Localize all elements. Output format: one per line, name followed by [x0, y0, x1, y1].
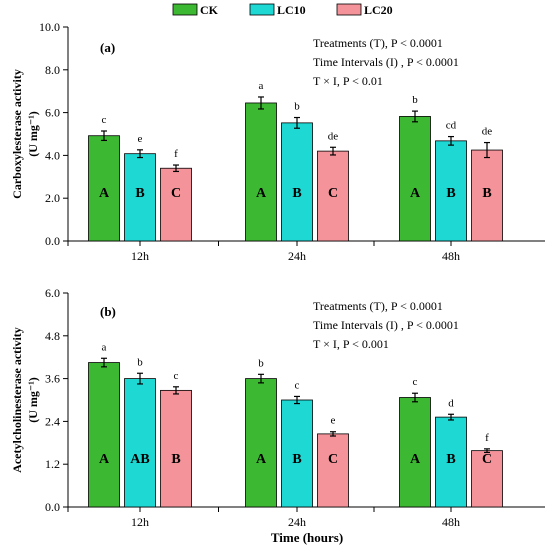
bar-ck-12h [88, 135, 120, 242]
y-axis-title-b-line1: Acetylcholinesterase activity [10, 327, 24, 473]
bar-ck-24h [245, 378, 277, 508]
bar-lc10-48h [435, 416, 467, 508]
legend-label-lc20: LC20 [364, 3, 393, 17]
group-letter: B [292, 452, 301, 467]
group-letter: A [99, 452, 110, 467]
significance-letter: e [138, 133, 143, 145]
x-tick-label: 24h [288, 515, 306, 529]
significance-letter: c [413, 376, 418, 388]
panel-b: (b) Treatments (T), P < 0.0001 Time Inte… [10, 286, 545, 529]
legend-swatch-lc10 [249, 3, 275, 16]
legend-label-lc10: LC10 [277, 3, 306, 17]
bar-lc10-12h [124, 378, 156, 508]
group-letter: B [482, 186, 491, 201]
x-tick-label: 48h [442, 515, 460, 529]
significance-letter: de [328, 130, 339, 142]
significance-letter: f [485, 432, 489, 444]
bar-lc20-48h [471, 450, 503, 508]
panel-a: (a) Treatments (T), P < 0.0001 Time Inte… [10, 20, 545, 263]
significance-letter: b [294, 101, 300, 113]
y-axis-title-a-line1: Carboxylesterase activity [10, 69, 24, 199]
group-letter: A [256, 452, 267, 467]
bar-lc10-24h [281, 399, 313, 508]
group-letter: AB [130, 452, 149, 467]
bar-lc10-48h [435, 140, 467, 242]
x-axis-title: Time (hours) [271, 530, 343, 545]
bar-lc20-12h [160, 389, 192, 508]
group-letter: A [410, 186, 421, 201]
stats-line-b-0: Treatments (T), P < 0.0001 [313, 299, 443, 313]
significance-letter: b [137, 356, 143, 368]
legend-swatch-lc20 [336, 3, 362, 16]
x-tick-label: 12h [131, 249, 149, 263]
group-letter: A [99, 186, 110, 201]
y-tick-label: 3.6 [45, 372, 60, 386]
group-letter: C [328, 452, 338, 467]
bar-lc20-24h [317, 150, 349, 242]
bar-lc10-12h [124, 153, 156, 242]
y-tick-label: 4.0 [45, 148, 60, 162]
significance-letter: a [259, 80, 264, 92]
significance-letter: c [295, 379, 300, 391]
y-tick-label: 0.0 [45, 234, 60, 248]
y-tick-label: 4.8 [45, 329, 60, 343]
significance-letter: a [102, 341, 107, 353]
legend-swatch-ck [172, 3, 198, 16]
stats-line-a-2: T × I, P < 0.01 [313, 74, 383, 88]
significance-letter: d [448, 397, 454, 409]
y-tick-label: 2.4 [45, 414, 60, 428]
significance-letter: de [482, 126, 493, 138]
panel-label-a: (a) [100, 40, 115, 55]
y-tick-label: 6.0 [45, 286, 60, 300]
y-tick-label: 2.0 [45, 191, 60, 205]
y-axis-title-b-line2: (U mg⁻¹) [26, 377, 40, 423]
group-letter: B [171, 452, 180, 467]
significance-letter: e [331, 415, 336, 427]
significance-letter: cd [446, 120, 457, 132]
bar-ck-12h [88, 362, 120, 508]
group-letter: A [256, 186, 267, 201]
bar-lc10-24h [281, 122, 313, 242]
stats-line-b-2: T × I, P < 0.001 [313, 337, 389, 351]
bar-lc20-24h [317, 433, 349, 508]
significance-letter: c [102, 114, 107, 126]
group-letter: C [482, 452, 492, 467]
y-axis-title-a-line2: (U mg⁻¹) [26, 111, 40, 157]
panel-label-b: (b) [100, 304, 116, 319]
y-tick-label: 8.0 [45, 63, 60, 77]
bar-ck-48h [399, 397, 431, 508]
group-letter: B [292, 186, 301, 201]
significance-letter: c [174, 370, 179, 382]
stats-line-a-1: Time Intervals (I) , P < 0.0001 [313, 55, 459, 69]
x-tick-label: 24h [288, 249, 306, 263]
y-tick-label: 0.0 [45, 500, 60, 514]
y-tick-label: 10.0 [39, 20, 60, 34]
group-letter: B [446, 452, 455, 467]
bar-ck-24h [245, 102, 277, 242]
significance-letter: b [258, 357, 264, 369]
x-tick-label: 48h [442, 249, 460, 263]
y-tick-label: 1.2 [45, 457, 60, 471]
stats-line-b-1: Time Intervals (I) , P < 0.0001 [313, 318, 459, 332]
y-tick-label: 6.0 [45, 106, 60, 120]
significance-letter: b [412, 94, 418, 106]
group-letter: A [410, 452, 421, 467]
group-letter: B [135, 186, 144, 201]
bar-ck-48h [399, 116, 431, 242]
bar-lc20-48h [471, 149, 503, 242]
group-letter: C [328, 186, 338, 201]
legend-label-ck: CK [200, 3, 219, 17]
x-tick-label: 12h [131, 515, 149, 529]
group-letter: C [171, 186, 181, 201]
bar-lc20-12h [160, 167, 192, 242]
stats-line-a-0: Treatments (T), P < 0.0001 [313, 36, 443, 50]
group-letter: B [446, 186, 455, 201]
significance-letter: f [174, 148, 178, 160]
legend: CK LC10 LC20 [172, 3, 393, 17]
